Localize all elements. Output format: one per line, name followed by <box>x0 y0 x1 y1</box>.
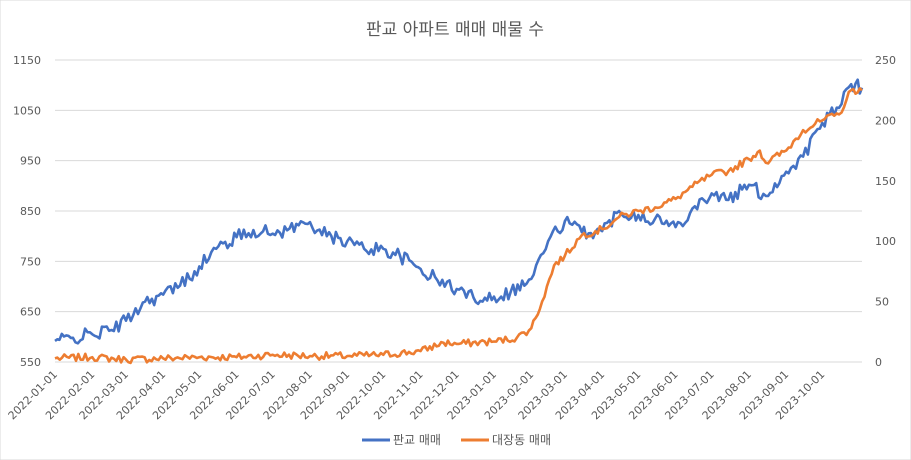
chart-title: 판교 아파트 매매 매물 수 <box>366 20 544 40</box>
right-axis-tick-label: 50 <box>875 296 889 309</box>
left-axis-tick-label: 750 <box>20 255 41 268</box>
left-axis-tick-label: 1050 <box>13 104 41 117</box>
left-axis-tick-label: 1150 <box>13 54 41 67</box>
left-axis-ticks: 550 650 750 850 950 1050 1150 <box>13 54 41 369</box>
gridlines <box>55 59 862 363</box>
right-axis-tick-label: 250 <box>875 54 896 67</box>
series-line-2 <box>54 87 863 365</box>
right-axis-tick-label: 100 <box>875 235 896 248</box>
right-axis-ticks: 0 50 100 150 200 250 <box>875 54 896 369</box>
right-axis-tick-label: 0 <box>875 356 882 369</box>
series-lines <box>54 78 864 365</box>
left-axis-tick-label: 850 <box>20 205 41 218</box>
right-axis-tick-label: 200 <box>875 114 896 127</box>
left-axis-tick-label: 650 <box>20 306 41 319</box>
legend: 판교 매매 대장동 매매 <box>362 433 551 447</box>
right-axis-tick-label: 150 <box>875 175 896 188</box>
left-axis-tick-label: 550 <box>20 356 41 369</box>
left-axis-tick-label: 950 <box>20 155 41 168</box>
legend-label: 판교 매매 <box>393 433 441 447</box>
legend-label: 대장동 매매 <box>492 433 551 447</box>
series-line-1 <box>54 78 864 345</box>
